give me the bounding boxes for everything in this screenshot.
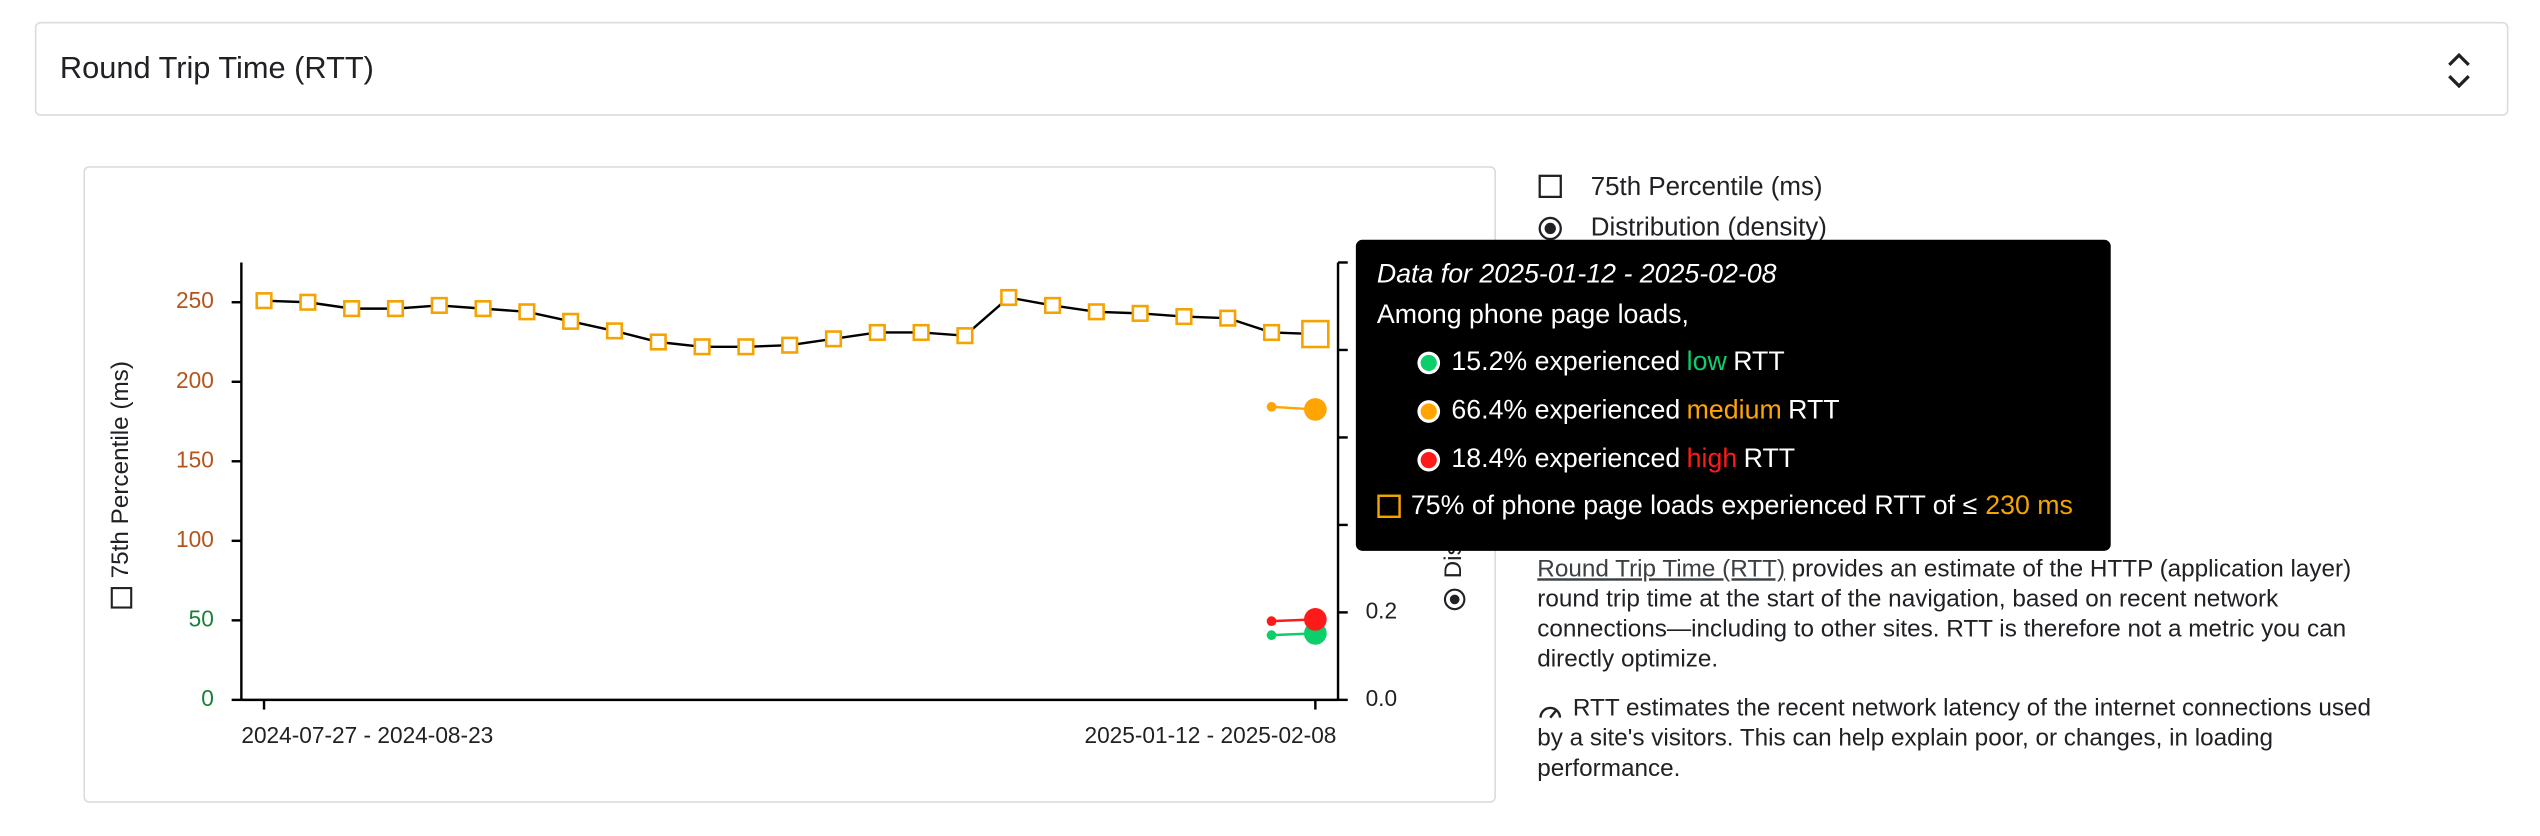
tooltip-summary: 75% of phone page loads experienced RTT … — [1411, 490, 2073, 520]
description-text: by a site's visitors. This can help expl… — [1537, 725, 2273, 752]
description: Round Trip Time (RTT) provides an estimat… — [1537, 556, 2371, 783]
point[interactable] — [1301, 319, 1330, 349]
tooltip-row-level: low — [1687, 346, 1728, 376]
tooltip-row-text: 18.4% experienced — [1451, 443, 1680, 473]
density-point[interactable] — [1266, 401, 1277, 412]
point[interactable] — [824, 330, 843, 348]
y-tick-label: 150 — [176, 446, 214, 472]
density-point[interactable] — [1266, 616, 1277, 626]
tooltip-row: 18.4% experienced high RTT — [1451, 443, 1795, 473]
select-chevron[interactable] — [2448, 52, 2470, 89]
point[interactable] — [1000, 288, 1018, 307]
legend-label[interactable]: Distribution (density) — [1591, 213, 1827, 241]
tooltip-row-text: 15.2% experienced — [1451, 346, 1680, 376]
y2-tick-label: 0.2 — [1366, 597, 1398, 623]
tooltip-row: 15.2% experienced low RTT — [1451, 346, 1784, 376]
y-title: 75th Percentile (ms) — [107, 361, 134, 578]
description-line: round trip time at the start of the navi… — [1537, 586, 2279, 613]
point[interactable] — [430, 296, 448, 315]
y-tick-label: 50 — [189, 605, 214, 631]
y-title-icon[interactable] — [110, 587, 133, 609]
point[interactable] — [605, 322, 624, 340]
tooltip-dot-inner — [1420, 452, 1437, 469]
chart-card — [83, 166, 1496, 803]
point[interactable] — [956, 327, 974, 345]
point[interactable] — [299, 293, 317, 311]
y2-title-icon-dot — [1449, 594, 1460, 605]
tooltip-row-suffix: RTT — [1733, 346, 1784, 376]
legend-radio-dot — [1544, 222, 1556, 235]
description-line: connections—including to other sites. RT… — [1537, 616, 2346, 643]
x-tick-label: 2024-07-27 - 2024-08-23 — [241, 722, 493, 748]
density-point[interactable] — [1266, 630, 1277, 640]
tooltip-square — [1377, 494, 1401, 519]
description-text: provides an estimate of the HTTP (applic… — [1792, 556, 2352, 583]
density-point[interactable] — [1304, 398, 1327, 421]
tooltip-title: Data for 2025-01-12 - 2025-02-08 — [1377, 259, 1777, 289]
point[interactable] — [781, 336, 799, 354]
y-tick-label: 200 — [176, 367, 214, 393]
point[interactable] — [868, 323, 886, 342]
tooltip-box — [1355, 239, 2111, 551]
x-tick-label: 2025-01-12 - 2025-02-08 — [1084, 722, 1336, 748]
tooltip-row-level: high — [1687, 443, 1738, 473]
point[interactable] — [1262, 323, 1281, 342]
point[interactable] — [737, 338, 755, 356]
description-text: connections—including to other sites. RT… — [1537, 616, 2346, 643]
tooltip-row: 66.4% experienced medium RTT — [1451, 395, 1839, 425]
side-panel: 75th Percentile (ms) Distribution (densi… — [1537, 173, 2371, 782]
point[interactable] — [518, 303, 536, 321]
y-axis-title: 75th Percentile (ms) — [107, 361, 134, 609]
description-text: round trip time at the start of the navi… — [1537, 586, 2279, 613]
density-point[interactable] — [1304, 608, 1327, 631]
gauge-needle — [1549, 708, 1558, 719]
y2-tick-label: 0.0 — [1366, 685, 1398, 711]
gauge-icon — [1539, 706, 1562, 718]
point[interactable] — [1131, 304, 1149, 322]
point[interactable] — [912, 323, 930, 342]
tooltip: Data for 2025-01-12 - 2025-02-08 Among ph… — [1355, 239, 2111, 551]
point[interactable] — [562, 312, 580, 330]
point[interactable] — [649, 333, 667, 351]
description-line: performance. — [1537, 755, 1680, 782]
tooltip-dot-inner — [1420, 354, 1437, 372]
description-text: directly optimize. — [1537, 646, 1718, 673]
description-line: Round Trip Time (RTT) provides an estimat… — [1537, 556, 2351, 583]
point[interactable] — [1087, 303, 1105, 321]
point[interactable] — [1175, 307, 1193, 326]
description-text: RTT estimates the recent network latency… — [1573, 695, 2371, 722]
point[interactable] — [255, 292, 273, 310]
tooltip-summary-text: 75% of phone page loads experienced RTT … — [1411, 490, 1977, 520]
y-tick-label: 100 — [176, 526, 214, 552]
description-text: performance. — [1537, 755, 1680, 782]
y-tick-label: 0 — [201, 685, 214, 711]
select-title: Round Trip Time (RTT) — [60, 50, 374, 85]
point[interactable] — [474, 300, 492, 318]
point[interactable] — [343, 300, 361, 318]
description-link[interactable]: Round Trip Time (RTT) — [1537, 556, 1785, 583]
tooltip-row-suffix: RTT — [1744, 443, 1795, 473]
description-line: by a site's visitors. This can help expl… — [1537, 725, 2273, 752]
tooltip-row-level: medium — [1687, 395, 1782, 425]
tooltip-row-suffix: RTT — [1788, 395, 1839, 425]
point[interactable] — [693, 338, 711, 356]
metric-select[interactable] — [34, 21, 2509, 116]
point[interactable] — [1219, 309, 1237, 327]
point[interactable] — [386, 300, 405, 318]
tooltip-row-text: 66.4% experienced — [1451, 395, 1680, 425]
point[interactable] — [1043, 296, 1062, 315]
description-line: directly optimize. — [1537, 646, 1718, 673]
tooltip-summary-value: 230 ms — [1985, 490, 2073, 520]
legend-square[interactable] — [1538, 174, 1562, 199]
y-tick-label: 250 — [176, 287, 214, 313]
tooltip-intro: Among phone page loads, — [1377, 299, 1689, 329]
tooltip-dot-inner — [1420, 403, 1437, 420]
legend-label[interactable]: 75th Percentile (ms) — [1591, 173, 1823, 201]
description-line: RTT estimates the recent network latency… — [1573, 695, 2371, 722]
